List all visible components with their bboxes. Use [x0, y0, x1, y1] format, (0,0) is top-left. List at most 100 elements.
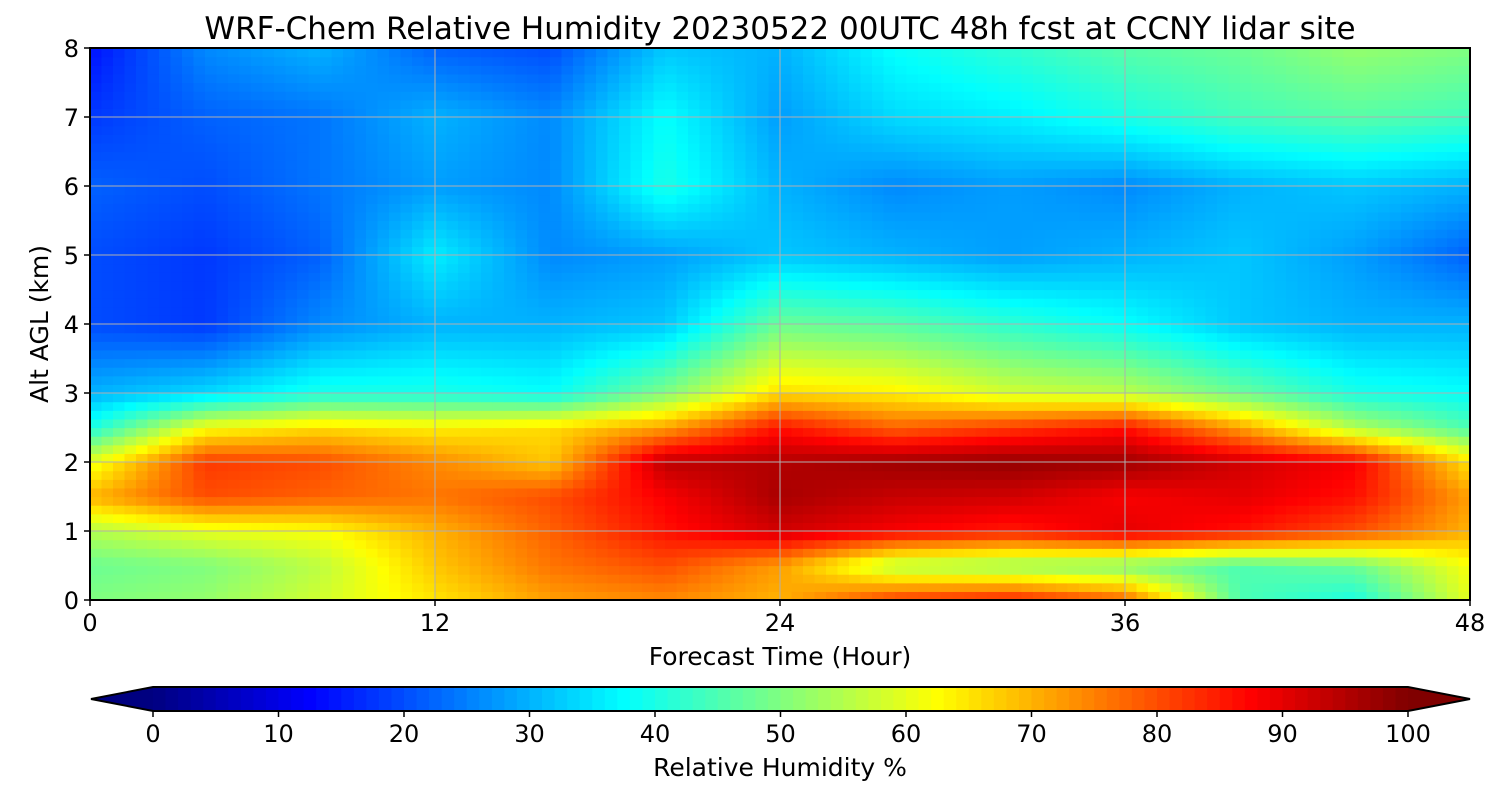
heatmap-cell [860, 280, 873, 291]
heatmap-cell [262, 324, 275, 334]
heatmap-cell [1182, 246, 1195, 256]
heatmap-cell [964, 280, 977, 291]
heatmap-cell [849, 401, 862, 411]
heatmap-cell [584, 237, 597, 247]
heatmap-cell [90, 531, 103, 541]
heatmap-cell [1251, 298, 1264, 308]
heatmap-cell [113, 272, 126, 282]
heatmap-cell [1090, 349, 1103, 360]
heatmap-cell [596, 505, 609, 515]
heatmap-cell [676, 574, 689, 584]
heatmap-cell [251, 444, 264, 454]
heatmap-cell [1171, 591, 1184, 600]
heatmap-cell [136, 453, 149, 463]
heatmap-cell [320, 298, 333, 308]
heatmap-cell [768, 548, 781, 558]
heatmap-cell [515, 574, 528, 584]
heatmap-cell [1148, 410, 1161, 420]
heatmap-cell [1067, 470, 1080, 480]
heatmap-cell [170, 574, 183, 584]
heatmap-cell [1148, 436, 1161, 446]
heatmap-cell [642, 375, 655, 385]
heatmap-cell [952, 332, 965, 342]
heatmap-cell [1401, 444, 1414, 454]
heatmap-cell [1412, 470, 1425, 480]
heatmap-cell [1228, 280, 1241, 291]
heatmap-cell [998, 324, 1011, 334]
heatmap-cell [285, 324, 298, 334]
heatmap-cell [1240, 565, 1253, 575]
heatmap-cell [596, 522, 609, 532]
heatmap-cell [228, 349, 241, 360]
heatmap-cell [515, 513, 528, 523]
heatmap-cell [170, 393, 183, 403]
heatmap-cell [780, 582, 793, 592]
heatmap-cell [1424, 393, 1437, 403]
heatmap-cell [1447, 384, 1460, 394]
heatmap-cell [251, 401, 264, 411]
heatmap-cell [1240, 280, 1253, 291]
heatmap-cell [251, 298, 264, 308]
heatmap-cell [170, 332, 183, 342]
heatmap-cell [665, 349, 678, 360]
heatmap-cell [630, 574, 643, 584]
heatmap-cell [147, 574, 160, 584]
heatmap-cell [803, 289, 816, 299]
heatmap-cell [975, 263, 988, 273]
heatmap-cell [285, 591, 298, 600]
heatmap-cell [941, 289, 954, 299]
heatmap-cell [1194, 427, 1207, 437]
heatmap-cell [607, 341, 620, 351]
heatmap-cell [1332, 531, 1345, 541]
heatmap-cell [757, 453, 770, 463]
heatmap-cell [1240, 246, 1253, 256]
heatmap-cell [435, 556, 448, 567]
heatmap-cell [573, 410, 586, 420]
heatmap-cell [1217, 255, 1230, 265]
heatmap-cell [1401, 375, 1414, 385]
heatmap-cell [458, 255, 471, 265]
heatmap-cell [458, 479, 471, 489]
heatmap-cell [538, 462, 551, 472]
heatmap-cell [803, 280, 816, 291]
heatmap-cell [1320, 367, 1333, 377]
heatmap-cell [1217, 496, 1230, 506]
heatmap-cell [814, 427, 827, 437]
heatmap-cell [722, 591, 735, 600]
heatmap-cell [1136, 539, 1149, 549]
heatmap-cell [1240, 582, 1253, 592]
heatmap-cell [826, 418, 839, 429]
heatmap-cell [1021, 358, 1034, 368]
heatmap-cell [446, 418, 459, 429]
heatmap-cell [745, 539, 758, 549]
heatmap-cell [136, 298, 149, 308]
heatmap-cell [653, 289, 666, 299]
heatmap-cell [354, 470, 367, 480]
heatmap-cell [90, 384, 103, 394]
heatmap-cell [1102, 367, 1115, 377]
heatmap-cell [1148, 384, 1161, 394]
heatmap-cell [366, 436, 379, 446]
heatmap-cell [1090, 263, 1103, 273]
heatmap-cell [987, 470, 1000, 480]
heatmap-cell [803, 444, 816, 454]
heatmap-cell [849, 410, 862, 420]
heatmap-cell [550, 453, 563, 463]
heatmap-cell [837, 306, 850, 316]
heatmap-cell [711, 332, 724, 342]
heatmap-cell [1102, 410, 1115, 420]
heatmap-cell [1136, 298, 1149, 308]
heatmap-cell [665, 548, 678, 558]
heatmap-cell [1378, 505, 1391, 515]
heatmap-cell [883, 341, 896, 351]
heatmap-cell [469, 453, 482, 463]
heatmap-cell [768, 427, 781, 437]
heatmap-cell [1113, 496, 1126, 506]
heatmap-cell [1332, 349, 1345, 360]
heatmap-cell [1366, 505, 1379, 515]
heatmap-cell [435, 246, 448, 256]
heatmap-cell [366, 453, 379, 463]
heatmap-cell [205, 255, 218, 265]
heatmap-cell [653, 418, 666, 429]
heatmap-cell [366, 367, 379, 377]
